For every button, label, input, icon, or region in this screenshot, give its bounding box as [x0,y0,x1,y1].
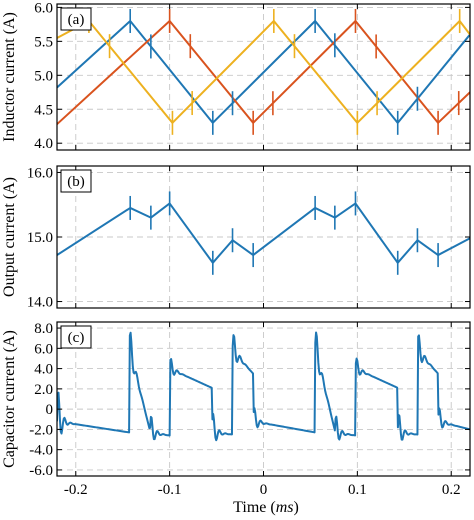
y-tick-label: 14.0 [27,295,53,311]
y-tick-label: 16.0 [27,165,53,181]
y-tick-label: -6.0 [29,463,53,479]
y-axis-label: Capacitor current (A) [1,330,18,468]
y-axis-label: Inductor current (A) [1,12,18,142]
y-tick-label: 2.0 [34,382,53,398]
y-tick-label: 6.0 [34,0,53,16]
y-tick-label: -2.0 [29,422,53,438]
panel-a-inductor-current: 4.0 4.5 5.0 5.5 6.0 (a) Inductor current (A) [1,0,471,152]
x-tick-label: 0 [260,482,268,498]
y-tick-label: -4.0 [29,443,53,459]
x-tick-label: 0.2 [442,482,461,498]
panel-b-output-current: 14.0 15.0 16.0 (b) Output current (A) [1,165,471,311]
y-tick-label: 5.5 [34,34,53,50]
y-tick-label: 4.0 [34,362,53,378]
y-tick-label: 4.0 [34,136,53,152]
y-tick-label: 5.0 [34,68,53,84]
y-tick-label: 15.0 [27,230,53,246]
panel-tag-box [60,7,92,31]
series-line-blue [57,331,470,442]
panel-tag-box [60,169,92,193]
panel-c-capacitor-current: -6.0 -4.0 -2.0 0 2.0 4.0 6.0 8.0 -0.2 -0.1 0 0.1 0.2… [1,321,471,498]
y-tick-label: 8.0 [34,321,53,337]
panel-tag: (b) [67,174,85,190]
y-axis-label: Output current (A) [1,177,18,297]
panel-tag: (a) [68,12,85,28]
series-line-blue [57,19,470,124]
y-tick-label: 4.5 [34,102,53,118]
x-tick-label: -0.1 [158,482,182,498]
y-tick-label: 0 [46,402,54,418]
x-axis-label: Time (ms) [233,499,299,516]
series-line-blue [57,202,470,264]
x-tick-label: 0.1 [348,482,367,498]
y-tick-label: 6.0 [34,341,53,357]
panel-tag-box [60,325,92,349]
panel-tag: (c) [68,330,85,346]
x-tick-label: -0.2 [64,482,88,498]
